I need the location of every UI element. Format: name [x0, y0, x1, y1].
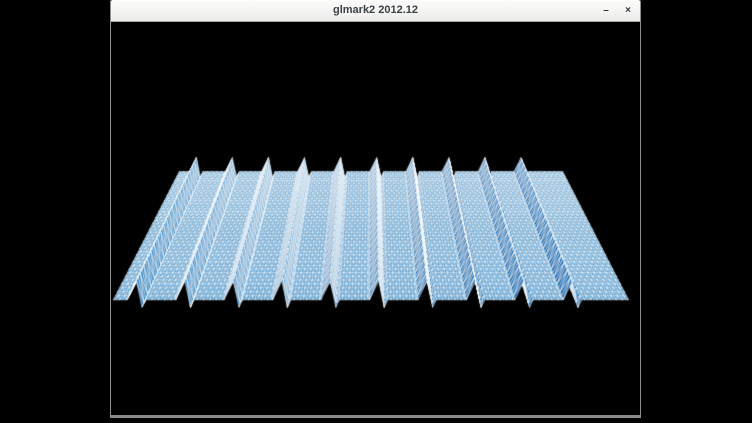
terrain-mesh-canvas	[111, 22, 640, 415]
close-button[interactable]: ×	[620, 2, 636, 19]
window-title: glmark2 2012.12	[332, 4, 418, 16]
window-titlebar[interactable]: glmark2 2012.12 – ×	[111, 0, 640, 22]
close-icon: ×	[625, 5, 631, 16]
gl-viewport	[111, 22, 640, 415]
glmark2-window: glmark2 2012.12 – ×	[110, 0, 641, 418]
minimize-icon: –	[603, 5, 609, 16]
minimize-button[interactable]: –	[598, 2, 614, 19]
